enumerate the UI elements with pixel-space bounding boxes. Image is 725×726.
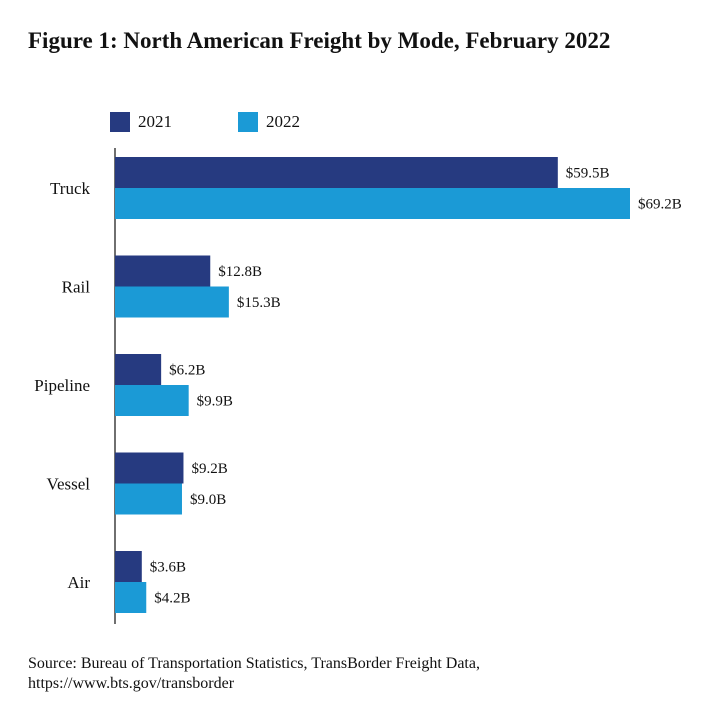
data-label-rail-2021: $12.8B: [218, 264, 262, 280]
bar-pipeline-2021: [115, 354, 162, 385]
data-label-truck-2022: $69.2B: [638, 197, 682, 213]
bar-vessel-2022: [115, 483, 182, 515]
source-line-2: https://www.bts.gov/transborder: [28, 675, 235, 692]
category-label-vessel: Vessel: [47, 475, 91, 494]
bar-rail-2021: [115, 255, 211, 287]
legend-swatch-2022: [238, 112, 258, 132]
bar-truck-2022: [115, 188, 630, 219]
data-label-air-2021: $3.6B: [150, 560, 186, 576]
category-label-rail: Rail: [62, 278, 91, 297]
data-label-rail-2022: $15.3B: [237, 295, 281, 311]
data-label-vessel-2022: $9.0B: [190, 492, 226, 508]
data-label-vessel-2021: $9.2B: [191, 461, 227, 477]
legend-label-2022: 2022: [266, 112, 300, 131]
legend-item-2021: 2021: [110, 112, 172, 132]
bar-air-2021: [115, 551, 142, 582]
bar-rail-2022: [115, 286, 229, 318]
legend-item-2022: 2022: [238, 112, 300, 132]
category-label-pipeline: Pipeline: [34, 376, 90, 395]
chart-title: Figure 1: North American Freight by Mode…: [28, 28, 611, 53]
data-label-pipeline-2021: $6.2B: [169, 363, 205, 379]
bar-pipeline-2022: [115, 385, 189, 416]
bar-truck-2021: [115, 157, 558, 188]
legend-label-2021: 2021: [138, 112, 172, 131]
legend-swatch-2021: [110, 112, 130, 132]
data-label-air-2022: $4.2B: [154, 591, 190, 607]
source-note: Source: Bureau of Transportation Statist…: [28, 654, 698, 694]
data-label-truck-2021: $59.5B: [566, 166, 610, 182]
category-label-air: Air: [67, 573, 90, 592]
source-line-1: Source: Bureau of Transportation Statist…: [28, 655, 480, 672]
category-label-truck: Truck: [50, 179, 90, 198]
bar-vessel-2021: [115, 452, 184, 484]
data-label-pipeline-2022: $9.9B: [197, 394, 233, 410]
bar-air-2022: [115, 582, 147, 613]
